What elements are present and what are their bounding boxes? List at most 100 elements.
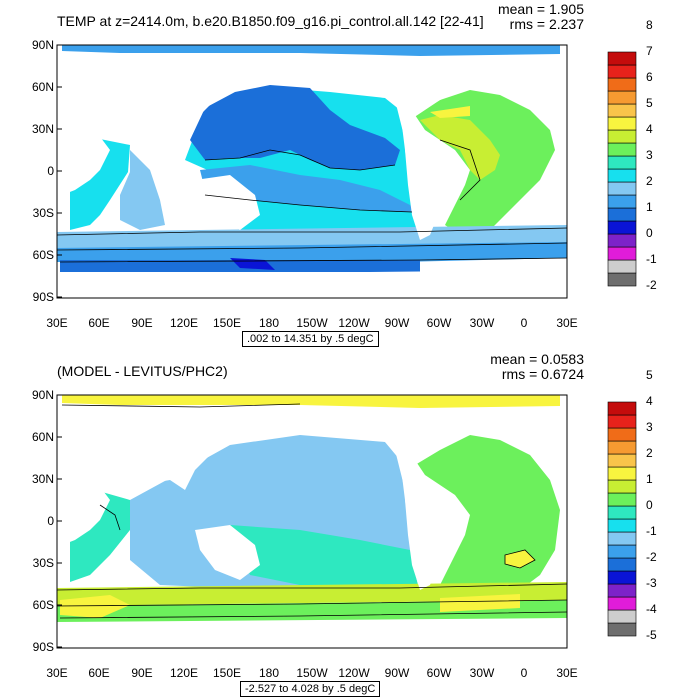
lon-label: 60W <box>426 316 452 330</box>
lon-label: 120W <box>338 666 370 680</box>
colorbar-label: 3 <box>646 148 653 162</box>
lat-label: 60N <box>31 80 54 94</box>
lon-label: 150W <box>296 666 328 680</box>
colorbar-label: 6 <box>646 70 653 84</box>
lon-label: 180 <box>258 316 280 330</box>
colorbar-swatch <box>607 129 637 144</box>
contour-lines <box>56 139 568 263</box>
colorbar-swatch <box>607 453 637 468</box>
lon-label: 60E <box>88 666 110 680</box>
lon-label: 30E <box>46 316 68 330</box>
lat-label: 90S <box>32 640 54 654</box>
lat-label: 0 <box>47 164 54 178</box>
lat-label: 60S <box>32 248 54 262</box>
colorbar-label: 4 <box>646 122 653 136</box>
colorbar-label: -4 <box>646 602 657 616</box>
colorbar-label: -2 <box>646 278 657 292</box>
lat-label: 30N <box>31 472 54 486</box>
colorbar-label: 2 <box>646 174 653 188</box>
colorbar-label: 1 <box>646 200 653 214</box>
axis-ticks <box>57 394 62 648</box>
lat-label: 90N <box>31 388 54 402</box>
lon-label: 120W <box>338 316 370 330</box>
lon-label: 30W <box>469 666 495 680</box>
colorbar-swatch <box>607 492 637 507</box>
colorbar-label: 7 <box>646 44 653 58</box>
colorbar-swatch <box>607 414 637 429</box>
colorbar-swatch <box>607 77 637 92</box>
lon-label: 30E <box>556 316 578 330</box>
colorbar-label: -5 <box>646 628 657 642</box>
lon-label: 0 <box>520 666 528 680</box>
lat-label: 30S <box>32 556 54 570</box>
lat-label: 90S <box>32 290 54 304</box>
mean-value: mean = 1.905 <box>497 1 584 17</box>
bottom-map-panel: (MODEL - LEVITUS/PHC2) mean = 0.0583 rms… <box>0 350 700 700</box>
rms-value: rms = 2.237 <box>509 16 584 32</box>
lon-label: 60E <box>88 316 110 330</box>
colorbar-label: 8 <box>646 18 653 32</box>
colorbar-swatch <box>607 544 637 559</box>
colorbar-swatch <box>607 479 637 494</box>
lon-label: 150E <box>212 316 242 330</box>
colorbar-swatch <box>607 272 637 287</box>
colorbar-swatch <box>607 427 637 442</box>
colorbar-swatch <box>607 90 637 105</box>
lon-label: 90W <box>384 316 410 330</box>
lon-label: 180 <box>258 666 280 680</box>
lon-label: 30W <box>469 316 495 330</box>
colorbar-swatch <box>607 531 637 546</box>
colorbar-label: 3 <box>646 420 653 434</box>
colorbar <box>607 51 637 287</box>
colorbar-swatch <box>607 583 637 598</box>
colorbar-label: -1 <box>646 524 657 538</box>
colorbar-swatch <box>607 116 637 131</box>
colorbar-swatch <box>607 64 637 79</box>
colorbar-swatch <box>607 181 637 196</box>
colorbar-label: 1 <box>646 472 653 486</box>
lon-label: 120E <box>169 666 199 680</box>
land-mask <box>57 408 567 650</box>
colorbar-label: 0 <box>646 226 653 240</box>
colorbar-swatch <box>607 505 637 520</box>
lon-label: 30E <box>556 666 578 680</box>
colorbar-label: -3 <box>646 576 657 590</box>
colorbar-swatch <box>607 622 637 637</box>
colorbar-swatch <box>607 233 637 248</box>
map-title: (MODEL - LEVITUS/PHC2) <box>57 363 228 379</box>
colorbar-swatch <box>607 401 637 416</box>
lon-label: 120E <box>169 316 199 330</box>
mean-value: mean = 0.0583 <box>490 351 584 367</box>
colorbar-label: 0 <box>646 498 653 512</box>
colorbar <box>607 401 637 637</box>
colorbar-swatch <box>607 246 637 261</box>
lat-label: 0 <box>47 514 54 528</box>
colorbar-swatch <box>607 207 637 222</box>
lon-label: 90W <box>384 666 410 680</box>
lon-label: 90E <box>131 316 153 330</box>
lon-label: 90E <box>131 666 153 680</box>
colorbar-swatch <box>607 609 637 624</box>
colorbar-label: 2 <box>646 446 653 460</box>
colorbar-label: -1 <box>646 252 657 266</box>
contour-range-note: -2.527 to 4.028 by .5 degC <box>240 681 381 697</box>
lon-label: 60W <box>426 666 452 680</box>
lon-label: 150E <box>212 666 242 680</box>
colorbar-label: 4 <box>646 394 653 408</box>
lon-label: 150W <box>296 316 328 330</box>
lat-label: 30N <box>31 122 54 136</box>
contour-lines <box>56 403 568 619</box>
colorbar-swatch <box>607 596 637 611</box>
map-title: TEMP at z=2414.0m, b.e20.B1850.f09_g16.p… <box>57 13 484 29</box>
colorbar-swatch <box>607 518 637 533</box>
top-map-panel: TEMP at z=2414.0m, b.e20.B1850.f09_g16.p… <box>31 1 657 347</box>
bottom-map-svg <box>56 394 637 650</box>
lat-label: 60S <box>32 598 54 612</box>
top-map-svg <box>56 44 637 300</box>
colorbar-label: 5 <box>646 96 653 110</box>
colorbar-swatch <box>607 440 637 455</box>
lon-label: 30E <box>46 666 68 680</box>
contour-range-note: .002 to 14.351 by .5 degC <box>242 331 379 347</box>
colorbar-swatch <box>607 103 637 118</box>
colorbar-swatch <box>607 259 637 274</box>
